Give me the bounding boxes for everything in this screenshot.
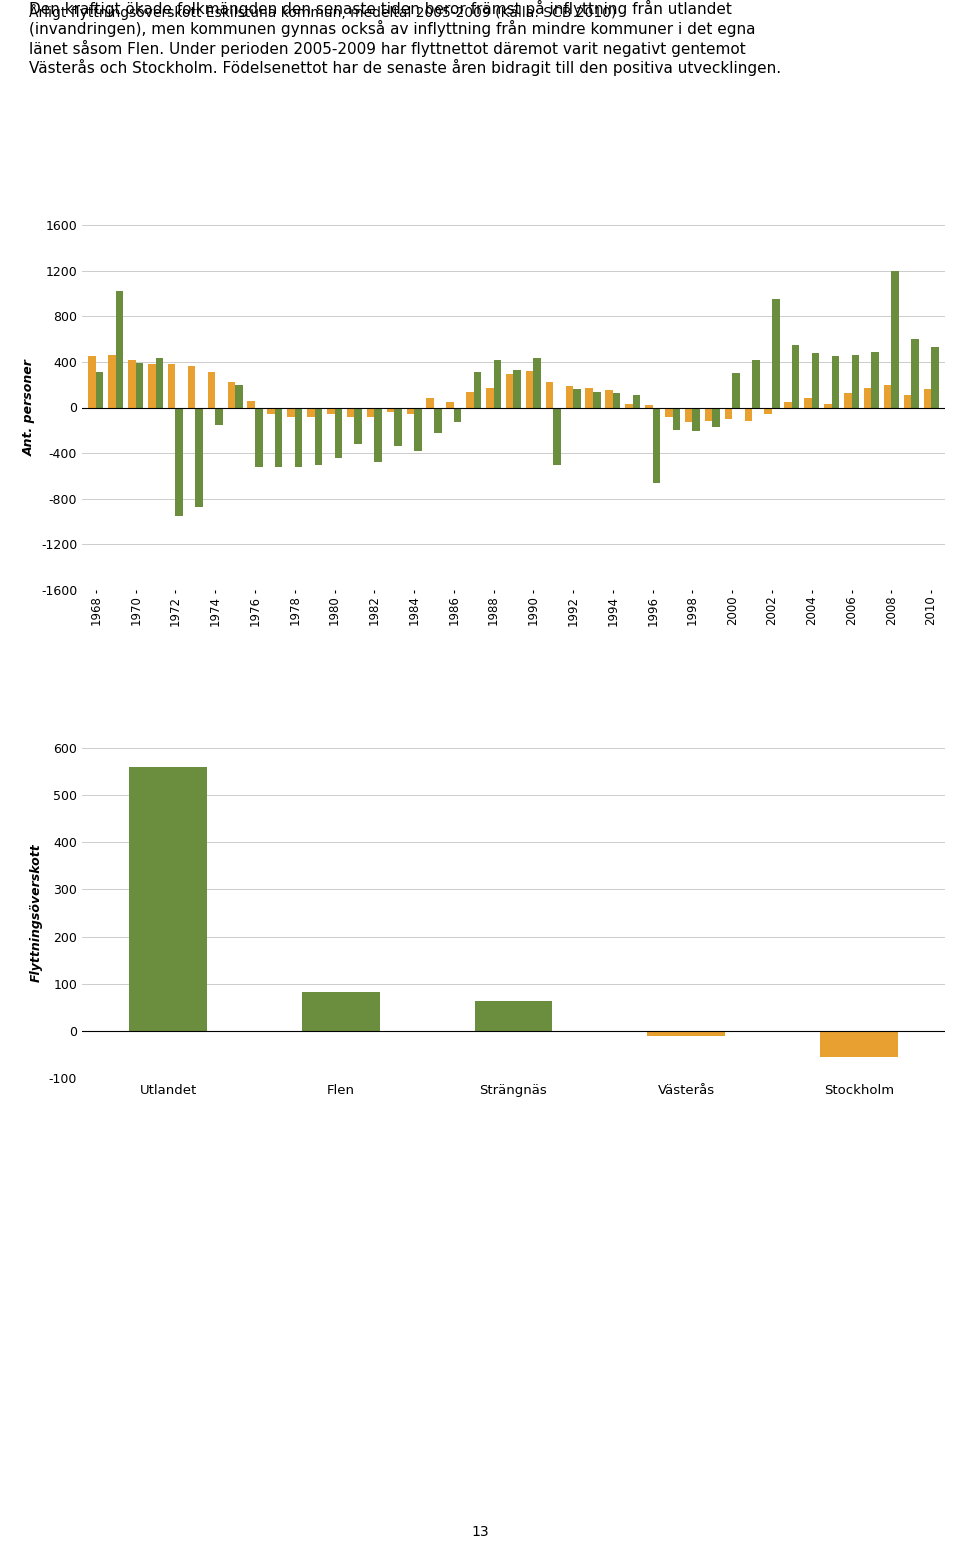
Bar [606, 391, 612, 408]
Bar [831, 357, 839, 408]
Bar [228, 382, 235, 408]
Bar [820, 1031, 898, 1056]
Bar [725, 408, 732, 419]
Bar [684, 408, 692, 422]
Bar [633, 396, 640, 408]
Bar [506, 374, 514, 408]
Bar [752, 360, 759, 408]
Bar [354, 408, 362, 444]
Bar [645, 405, 653, 408]
Bar [474, 1002, 552, 1031]
Bar [573, 390, 581, 408]
Bar [705, 408, 712, 421]
Bar [665, 408, 673, 416]
Bar [248, 400, 255, 408]
Bar [454, 408, 462, 422]
Bar [88, 357, 96, 408]
Bar [565, 386, 573, 408]
Bar [207, 372, 215, 408]
Bar [884, 385, 891, 408]
Bar [593, 391, 601, 408]
Bar [812, 352, 819, 408]
Bar [168, 365, 176, 408]
Bar [347, 408, 354, 416]
Bar [426, 399, 434, 408]
Bar [745, 408, 752, 421]
Bar [732, 374, 740, 408]
Text: 13: 13 [471, 1525, 489, 1539]
Bar [406, 408, 414, 414]
Bar [467, 391, 473, 408]
Bar [96, 372, 104, 408]
Bar [387, 408, 395, 411]
Bar [287, 408, 295, 416]
Bar [327, 408, 334, 414]
Bar [486, 388, 493, 408]
Bar [692, 408, 700, 432]
Bar [804, 399, 812, 408]
Bar [215, 408, 223, 425]
Bar [493, 360, 501, 408]
Bar [434, 408, 442, 433]
Bar [872, 352, 879, 408]
Bar [374, 408, 382, 463]
Bar [188, 366, 195, 408]
Bar [367, 408, 374, 416]
Bar [764, 408, 772, 414]
Text: Den kraftigt ökade folkmängden den senaste tiden beror främst på inflyttning frå: Den kraftigt ökade folkmängden den senas… [29, 0, 780, 76]
Bar [784, 402, 792, 408]
Bar [864, 388, 872, 408]
Bar [824, 404, 831, 408]
Bar [545, 382, 553, 408]
Bar [534, 358, 540, 408]
Bar [176, 408, 183, 516]
Bar [156, 358, 163, 408]
Bar [108, 355, 116, 408]
Bar [334, 408, 342, 458]
Bar [473, 372, 481, 408]
Bar [653, 408, 660, 483]
Bar [586, 388, 593, 408]
Bar [116, 291, 124, 408]
Bar [195, 408, 203, 506]
Bar [924, 390, 931, 408]
Bar [275, 408, 282, 467]
Bar [395, 408, 401, 446]
Bar [315, 408, 323, 464]
Bar [891, 271, 899, 408]
Y-axis label: Flyttningsöverskott: Flyttningsöverskott [30, 843, 43, 983]
Bar [673, 408, 680, 430]
Bar [903, 396, 911, 408]
Text: Årligt flyttningsöverskott Eskilstuna kommun, medeltal 2005-2009 (Källa: SCB 201: Årligt flyttningsöverskott Eskilstuna ko… [29, 5, 616, 20]
Bar [911, 340, 919, 408]
Bar [526, 371, 534, 408]
Bar [792, 344, 800, 408]
Bar [135, 363, 143, 408]
Bar [514, 369, 521, 408]
Bar [130, 767, 207, 1031]
Bar [255, 408, 262, 467]
Bar [414, 408, 421, 450]
Bar [647, 1031, 725, 1036]
Bar [612, 393, 620, 408]
Bar [625, 404, 633, 408]
Bar [712, 408, 720, 427]
Bar [302, 992, 380, 1031]
Bar [307, 408, 315, 416]
Bar [553, 408, 561, 464]
Bar [772, 299, 780, 408]
Y-axis label: Ant. personer: Ant. personer [22, 358, 36, 456]
Bar [148, 365, 156, 408]
Bar [267, 408, 275, 414]
Bar [931, 347, 939, 408]
Bar [128, 360, 135, 408]
Bar [852, 355, 859, 408]
Bar [295, 408, 302, 467]
Bar [446, 402, 454, 408]
Bar [844, 393, 852, 408]
Bar [235, 385, 243, 408]
